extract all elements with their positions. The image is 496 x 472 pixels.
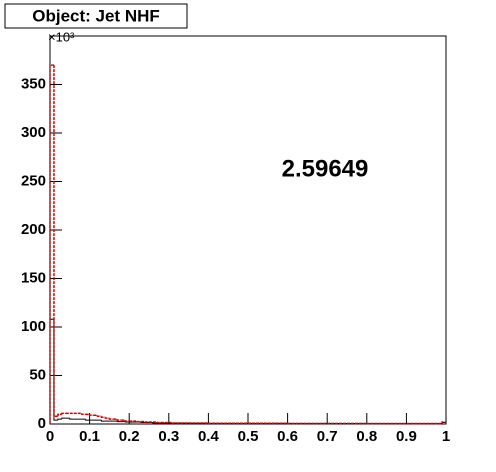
- histogram-bin: [108, 418, 114, 420]
- x-tick-label: 1: [442, 428, 450, 445]
- y-tick-label: 0: [38, 415, 46, 432]
- histogram-bin: [61, 417, 66, 420]
- histogram-bin: [57, 418, 62, 421]
- x-tick-label: 0.6: [277, 428, 298, 445]
- x-tick-label: 0.1: [79, 428, 100, 445]
- histogram-bin: [85, 419, 90, 421]
- y-tick-label: 250: [21, 172, 46, 189]
- histogram-bin: [116, 419, 122, 421]
- histogram-bin: [104, 417, 110, 419]
- histogram-bin: [57, 413, 62, 417]
- histogram-bin: [100, 420, 106, 422]
- chart-title: Object: Jet NHF: [32, 6, 160, 25]
- histogram-bin: [441, 421, 446, 424]
- histogram-bin: [53, 319, 58, 421]
- x-tick-label: 0.7: [317, 428, 338, 445]
- x-tick-label: 0.3: [158, 428, 179, 445]
- y-tick-label: 150: [21, 269, 46, 286]
- histogram-bin: [88, 414, 94, 417]
- x-tick-label: 0.5: [238, 428, 259, 445]
- x-tick-label: 0.2: [119, 428, 140, 445]
- y-tick-label: 350: [21, 75, 46, 92]
- annotation: 2.59649: [282, 155, 369, 182]
- histogram-bin: [69, 418, 74, 420]
- histogram-bin: [96, 415, 102, 417]
- histogram-bin: [100, 416, 106, 418]
- y-tick-label: 200: [21, 221, 46, 238]
- x-tick-label: 0.8: [356, 428, 377, 445]
- x-tick-label: 0.9: [396, 428, 417, 445]
- x-tick-label: 0: [46, 428, 54, 445]
- histogram-bin: [80, 413, 86, 416]
- y-tick-label: 50: [29, 366, 46, 383]
- histogram-bin: [53, 65, 58, 417]
- y-tick-label: 100: [21, 318, 46, 335]
- x-tick-label: 0.4: [198, 428, 220, 445]
- histogram-bin: [61, 412, 66, 415]
- y-tick-label: 300: [21, 124, 46, 141]
- histogram-bin: [124, 420, 130, 422]
- title-box: [4, 3, 188, 29]
- y-multiplier: ×10³: [48, 29, 75, 44]
- histogram-bin: [49, 64, 54, 424]
